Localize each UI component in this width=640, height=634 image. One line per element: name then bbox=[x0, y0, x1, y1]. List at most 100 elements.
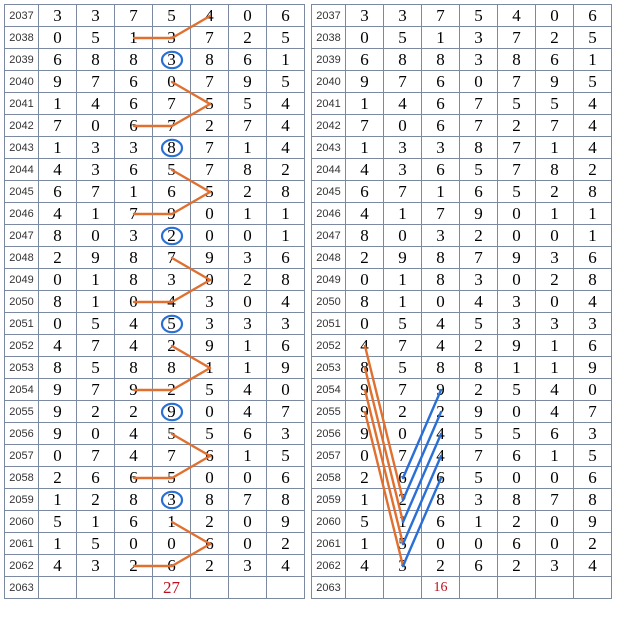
data-cell: 7 bbox=[77, 445, 115, 467]
table-row: 206316 bbox=[312, 577, 612, 599]
data-cell: 3 bbox=[191, 291, 229, 313]
data-cell: 8 bbox=[422, 49, 460, 71]
data-cell: 8 bbox=[39, 291, 77, 313]
data-cell: 7 bbox=[115, 203, 153, 225]
data-cell: 2 bbox=[229, 27, 267, 49]
right-panel: 2037337540620380513725203968838612040976… bbox=[311, 4, 612, 599]
data-cell bbox=[536, 577, 574, 599]
data-cell: 3 bbox=[346, 5, 384, 27]
data-cell: 8 bbox=[267, 269, 305, 291]
data-cell: 1 bbox=[574, 49, 612, 71]
table-row: 20582665006 bbox=[5, 467, 305, 489]
data-cell: 6 bbox=[39, 49, 77, 71]
data-cell: 0 bbox=[191, 467, 229, 489]
data-cell: 5 bbox=[267, 27, 305, 49]
data-cell: 3 bbox=[460, 49, 498, 71]
data-cell: 1 bbox=[498, 357, 536, 379]
data-cell: 4 bbox=[536, 379, 574, 401]
table-row: 20510545333 bbox=[5, 313, 305, 335]
data-cell: 5 bbox=[498, 379, 536, 401]
data-cell: 4 bbox=[346, 335, 384, 357]
data-cell: 3 bbox=[422, 225, 460, 247]
data-cell: 0 bbox=[460, 533, 498, 555]
data-cell: 7 bbox=[460, 247, 498, 269]
row-label: 2060 bbox=[5, 511, 39, 533]
data-cell: 4 bbox=[574, 137, 612, 159]
row-label: 2052 bbox=[312, 335, 346, 357]
data-cell: 6 bbox=[115, 71, 153, 93]
table-row: 20411467554 bbox=[5, 93, 305, 115]
data-cell: 2 bbox=[536, 269, 574, 291]
row-label: 2038 bbox=[5, 27, 39, 49]
data-cell: 8 bbox=[574, 489, 612, 511]
data-cell: 4 bbox=[574, 93, 612, 115]
table-row: 20591283878 bbox=[5, 489, 305, 511]
row-label: 2044 bbox=[5, 159, 39, 181]
data-cell: 5 bbox=[153, 423, 191, 445]
data-cell: 6 bbox=[498, 445, 536, 467]
data-cell: 1 bbox=[422, 27, 460, 49]
data-cell: 9 bbox=[384, 247, 422, 269]
data-cell: 4 bbox=[267, 115, 305, 137]
table-row: 20524742916 bbox=[5, 335, 305, 357]
data-cell: 6 bbox=[498, 533, 536, 555]
data-cell: 6 bbox=[574, 467, 612, 489]
row-label: 2038 bbox=[312, 27, 346, 49]
data-cell: 0 bbox=[229, 467, 267, 489]
data-cell: 4 bbox=[346, 555, 384, 577]
table-row: 20444365782 bbox=[312, 159, 612, 181]
data-cell: 9 bbox=[39, 401, 77, 423]
data-cell: 0 bbox=[498, 203, 536, 225]
table-row: 20464179011 bbox=[312, 203, 612, 225]
row-label: 2055 bbox=[312, 401, 346, 423]
data-cell: 5 bbox=[346, 511, 384, 533]
data-cell: 6 bbox=[267, 467, 305, 489]
data-cell: 5 bbox=[460, 423, 498, 445]
data-cell: 6 bbox=[574, 247, 612, 269]
data-cell: 5 bbox=[498, 181, 536, 203]
data-cell: 2 bbox=[498, 511, 536, 533]
prediction-cell: 16 bbox=[422, 577, 460, 599]
data-cell: 4 bbox=[574, 115, 612, 137]
data-cell bbox=[498, 577, 536, 599]
data-cell: 3 bbox=[574, 313, 612, 335]
data-cell: 4 bbox=[422, 445, 460, 467]
table-row: 20570747615 bbox=[312, 445, 612, 467]
data-cell: 0 bbox=[191, 401, 229, 423]
data-cell: 2 bbox=[498, 555, 536, 577]
data-cell: 1 bbox=[346, 93, 384, 115]
table-row: 20611500602 bbox=[5, 533, 305, 555]
data-cell: 0 bbox=[536, 467, 574, 489]
data-cell: 6 bbox=[422, 467, 460, 489]
data-cell: 9 bbox=[77, 247, 115, 269]
data-cell: 1 bbox=[229, 335, 267, 357]
table-row: 20464179011 bbox=[5, 203, 305, 225]
data-cell: 5 bbox=[153, 5, 191, 27]
data-cell: 8 bbox=[115, 489, 153, 511]
row-label: 2048 bbox=[312, 247, 346, 269]
data-cell: 7 bbox=[229, 489, 267, 511]
data-cell: 3 bbox=[77, 159, 115, 181]
data-cell: 9 bbox=[153, 401, 191, 423]
data-cell: 4 bbox=[39, 555, 77, 577]
data-cell: 5 bbox=[384, 313, 422, 335]
table-row: 20456716528 bbox=[5, 181, 305, 203]
data-cell: 6 bbox=[460, 555, 498, 577]
data-cell: 4 bbox=[115, 445, 153, 467]
data-cell: 5 bbox=[574, 445, 612, 467]
table-row: 20569045563 bbox=[5, 423, 305, 445]
row-label: 2047 bbox=[312, 225, 346, 247]
data-cell: 6 bbox=[153, 555, 191, 577]
data-cell: 1 bbox=[115, 27, 153, 49]
data-cell: 8 bbox=[422, 247, 460, 269]
data-cell: 4 bbox=[115, 423, 153, 445]
lottery-grid-container: 2037337540620380513725203968838612040976… bbox=[4, 4, 636, 599]
table-row: 206327 bbox=[5, 577, 305, 599]
data-cell: 1 bbox=[536, 357, 574, 379]
data-cell: 0 bbox=[536, 533, 574, 555]
row-label: 2046 bbox=[5, 203, 39, 225]
row-label: 2061 bbox=[5, 533, 39, 555]
data-cell: 7 bbox=[191, 27, 229, 49]
data-cell: 6 bbox=[422, 159, 460, 181]
row-label: 2047 bbox=[5, 225, 39, 247]
